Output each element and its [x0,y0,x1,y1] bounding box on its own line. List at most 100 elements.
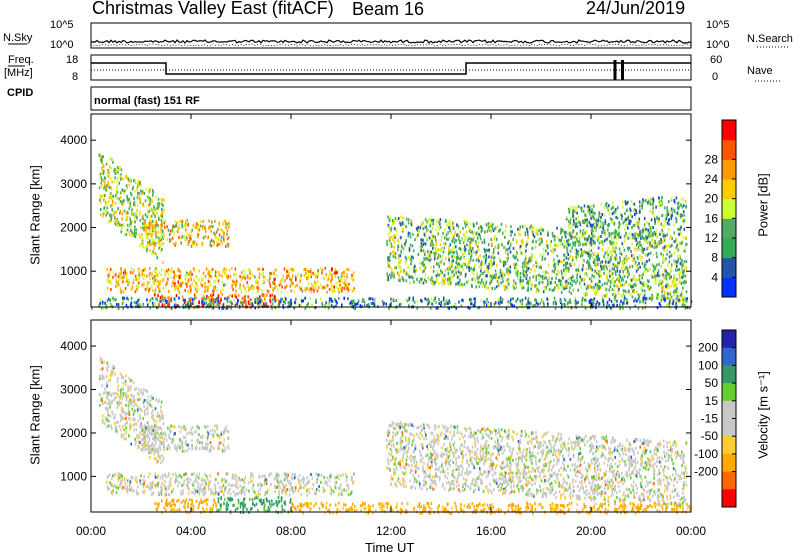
heatmap-cell [142,273,144,276]
heatmap-cell [528,301,530,304]
heatmap-cell [613,289,615,292]
heatmap-cell [400,303,402,306]
heatmap-cell [438,232,440,235]
heatmap-cell [680,226,682,229]
heatmap-cell [520,245,522,248]
heatmap-cell [484,270,486,273]
heatmap-cell [113,214,115,217]
heatmap-cell [540,227,542,230]
heatmap-cell [159,414,161,417]
heatmap-cell [413,249,415,252]
heatmap-cell [607,257,609,260]
heatmap-cell [668,228,670,231]
heatmap-cell [532,284,534,287]
heatmap-cell [445,257,447,260]
heatmap-cell [204,302,206,305]
heatmap-cell [506,268,508,271]
heatmap-cell [609,269,611,272]
heatmap-cell [338,288,340,291]
colorbar-segment [722,140,736,160]
heatmap-cell [240,279,242,282]
heatmap-cell [624,258,626,261]
heatmap-cell [599,275,601,278]
heatmap-cell [321,287,323,290]
heatmap-cell [560,228,562,231]
heatmap-cell [158,204,160,207]
heatmap-cell [454,267,456,270]
heatmap-cell [173,276,175,279]
heatmap-cell [462,253,464,256]
heatmap-cell [609,212,611,215]
heatmap-cell [406,279,408,282]
heatmap-cell [420,299,422,302]
heatmap-cell [564,240,566,243]
heatmap-cell [158,231,160,234]
heatmap-cell [517,273,519,276]
heatmap-cell [131,267,133,270]
heatmap-cell [282,275,284,278]
heatmap-cell [577,279,579,282]
heatmap-cell [205,235,207,238]
heatmap-cell [589,277,591,280]
heatmap-cell [676,284,678,287]
heatmap-cell [120,373,122,376]
heatmap-cell [425,232,427,235]
heatmap-cell [245,295,247,298]
heatmap-cell [336,282,338,285]
heatmap-cell [504,236,506,239]
heatmap-cell [636,248,638,251]
heatmap-cell [122,280,124,283]
heatmap-cell [579,243,581,246]
heatmap-cell [150,220,152,223]
heatmap-cell [154,252,156,255]
heatmap-cell [149,249,151,252]
heatmap-cell [395,266,397,269]
heatmap-cell [198,301,200,304]
y-tick-label: 2000 [60,221,87,235]
heatmap-cell [535,259,537,262]
heatmap-cell [125,383,127,386]
heatmap-cell [148,210,150,213]
heatmap-cell [571,206,573,209]
heatmap-cell [106,214,108,217]
heatmap-cell [137,302,139,305]
heatmap-cell [506,258,508,261]
colorbar-segment [722,179,736,199]
heatmap-cell [458,225,460,228]
heatmap-cell [612,206,614,209]
heatmap-cell [164,304,166,307]
heatmap-cell [517,298,519,301]
heatmap-cell [177,269,179,272]
heatmap-cell [481,279,483,282]
heatmap-cell [436,241,438,244]
heatmap-cell [522,284,524,287]
heatmap-cell [117,281,119,284]
heatmap-cell [447,238,449,241]
heatmap-cell [407,299,409,302]
heatmap-cell [609,265,611,268]
heatmap-cell [611,269,613,272]
heatmap-cell [123,388,125,391]
heatmap-cell [683,281,685,284]
heatmap-cell [214,233,216,236]
heatmap-cell [331,274,333,277]
heatmap-cell [104,302,106,305]
heatmap-cell [151,416,153,419]
heatmap-cell [132,408,134,411]
heatmap-cell [639,266,641,269]
heatmap-cell [263,295,265,298]
heatmap-cell [570,237,572,240]
heatmap-cell [141,192,143,195]
heatmap-cell [121,274,123,277]
heatmap-cell [146,248,148,251]
heatmap-cell [155,407,157,410]
heatmap-cell [628,233,630,236]
heatmap-cell [628,216,630,219]
heatmap-cell [211,221,213,224]
heatmap-cell [630,236,632,239]
heatmap-cell [222,270,224,273]
heatmap-cell [217,244,219,247]
heatmap-cell [143,277,145,280]
heatmap-cell [154,302,156,305]
heatmap-cell [651,218,653,221]
